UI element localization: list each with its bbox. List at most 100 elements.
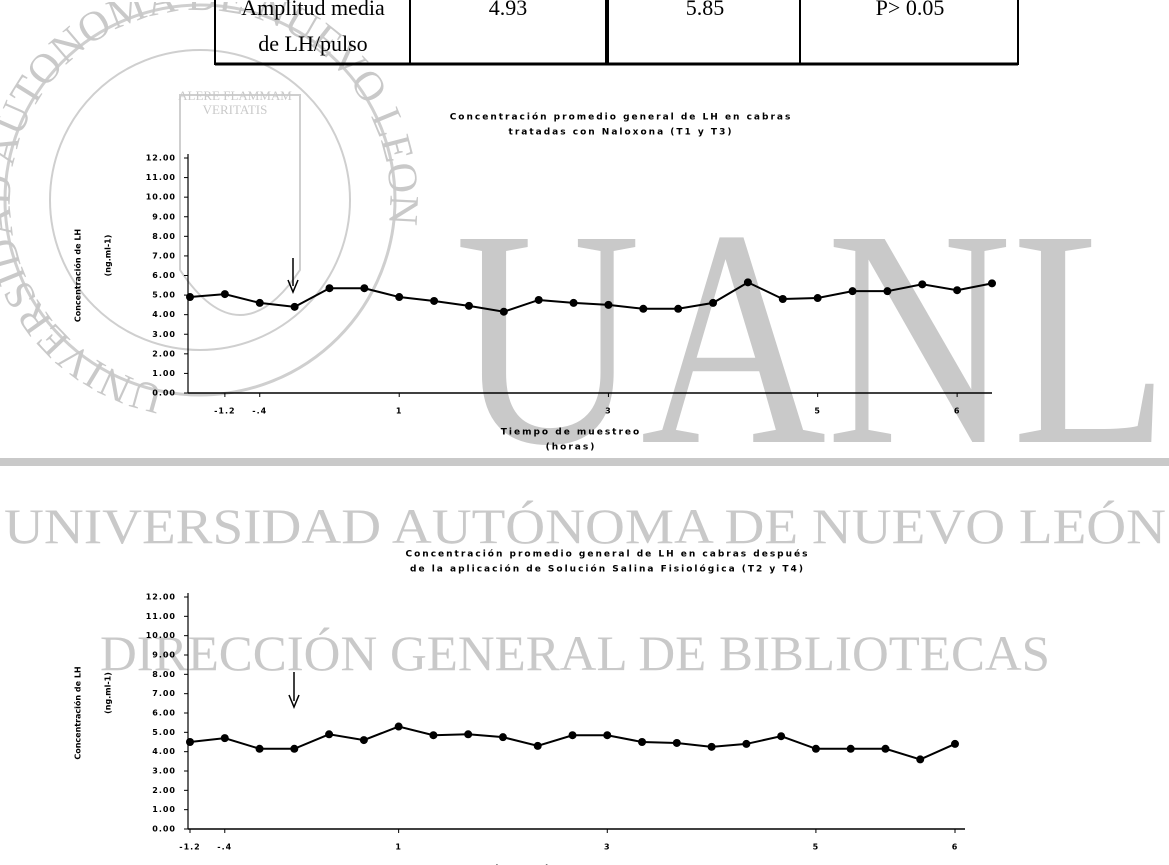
y-tick-label: 3.00 bbox=[152, 330, 176, 339]
y-tick-label: 12.00 bbox=[146, 593, 176, 602]
table-cell: 4.93 bbox=[489, 0, 528, 20]
data-point bbox=[603, 731, 611, 739]
x-tick-label: -.4 bbox=[217, 843, 232, 852]
x-tick-label: 1 bbox=[396, 407, 403, 416]
x-tick-label: -1.2 bbox=[214, 407, 236, 416]
band bbox=[0, 458, 1169, 466]
y-tick-label: 5.00 bbox=[152, 728, 176, 737]
y-tick-label: 4.00 bbox=[152, 747, 176, 756]
data-point bbox=[673, 739, 681, 747]
chart-title: tratadas con Naloxona (T1 y T3) bbox=[509, 128, 734, 138]
data-point bbox=[499, 733, 507, 741]
data-point bbox=[812, 745, 820, 753]
y-tick-label: 1.00 bbox=[152, 369, 176, 378]
data-point bbox=[881, 745, 889, 753]
data-point bbox=[221, 734, 229, 742]
y-axis-label: Concentración de LH bbox=[73, 229, 83, 322]
y-tick-label: 2.00 bbox=[152, 786, 176, 795]
data-point bbox=[256, 299, 264, 307]
data-point bbox=[325, 284, 333, 292]
seal-motto: ALERE FLAMMAM bbox=[178, 88, 292, 103]
x-tick-label: -.4 bbox=[252, 407, 267, 416]
data-point bbox=[604, 301, 612, 309]
x-axis-unit: (horas) bbox=[546, 443, 597, 453]
data-point bbox=[500, 308, 508, 316]
x-tick-label: 5 bbox=[814, 407, 821, 416]
data-point bbox=[290, 745, 298, 753]
data-point bbox=[534, 742, 542, 750]
data-point bbox=[674, 305, 682, 313]
x-tick-label: 3 bbox=[604, 843, 611, 852]
table-top bbox=[0, 0, 1169, 2]
y-tick-label: 1.00 bbox=[152, 805, 176, 814]
y-tick-label: 10.00 bbox=[146, 193, 176, 202]
data-point bbox=[744, 278, 752, 286]
data-point bbox=[709, 299, 717, 307]
department: DIRECCIÓN GENERAL DE BIBLIOTECAS bbox=[100, 625, 1050, 681]
y-tick-label: 6.00 bbox=[152, 709, 176, 718]
y-tick-label: 7.00 bbox=[152, 251, 176, 260]
data-point bbox=[325, 730, 333, 738]
y-tick-label: 5.00 bbox=[152, 291, 176, 300]
y-tick-label: 4.00 bbox=[152, 310, 176, 319]
data-point bbox=[360, 736, 368, 744]
data-point bbox=[638, 738, 646, 746]
data-point bbox=[221, 290, 229, 298]
university-name: UNIVERSIDAD AUTÓNOMA DE NUEVO LEÓN bbox=[4, 498, 1166, 554]
chart-title: de la aplicación de Solución Salina Fisi… bbox=[410, 564, 805, 575]
x-tick-label: 6 bbox=[952, 843, 959, 852]
data-point bbox=[849, 287, 857, 295]
data-point bbox=[951, 740, 959, 748]
y-tick-label: 0.00 bbox=[152, 389, 176, 398]
y-tick-label: 8.00 bbox=[152, 232, 176, 241]
x-tick-label: 5 bbox=[813, 843, 820, 852]
data-point bbox=[256, 745, 264, 753]
seal-motto: VERITATIS bbox=[203, 102, 268, 117]
data-point bbox=[814, 294, 822, 302]
data-point bbox=[779, 295, 787, 303]
data-point bbox=[918, 280, 926, 288]
data-point bbox=[569, 731, 577, 739]
y-tick-label: 11.00 bbox=[146, 173, 176, 182]
table-cell: 5.85 bbox=[686, 0, 725, 20]
page: UNIVERSIDAD AUTONOMA DE NUEVO LEON ALERE… bbox=[0, 0, 1169, 865]
y-tick-label: 0.00 bbox=[152, 825, 176, 834]
y-tick-label: 12.00 bbox=[146, 154, 176, 163]
data-point bbox=[429, 731, 437, 739]
data-point bbox=[708, 743, 716, 751]
data-point bbox=[742, 740, 750, 748]
y-tick-label: 8.00 bbox=[152, 670, 176, 679]
data-point bbox=[464, 730, 472, 738]
data-point bbox=[360, 284, 368, 292]
y-axis-label: Concentración de LH bbox=[73, 666, 83, 759]
y-tick-label: 11.00 bbox=[146, 612, 176, 621]
data-point bbox=[186, 293, 194, 301]
x-tick-label: 6 bbox=[954, 407, 961, 416]
table-cell: P> 0.05 bbox=[876, 0, 945, 20]
data-point bbox=[430, 297, 438, 305]
data-point bbox=[395, 293, 403, 301]
x-axis-label: Tiempo de muestreo bbox=[501, 428, 641, 438]
data-point bbox=[186, 738, 194, 746]
data-point bbox=[465, 302, 473, 310]
data-point bbox=[988, 279, 996, 287]
y-tick-label: 9.00 bbox=[152, 651, 176, 660]
y-axis-unit: (ng.ml-1) bbox=[104, 672, 113, 714]
y-tick-label: 3.00 bbox=[152, 767, 176, 776]
seal-shield bbox=[180, 95, 300, 315]
x-tick-label: -1.2 bbox=[179, 843, 201, 852]
y-tick-label: 6.00 bbox=[152, 271, 176, 280]
chart-title: Concentración promedio general de LH en … bbox=[406, 549, 810, 560]
data-point bbox=[777, 732, 785, 740]
data-point bbox=[639, 305, 647, 313]
data-point bbox=[847, 745, 855, 753]
y-tick-label: 9.00 bbox=[152, 212, 176, 221]
y-tick-label: 2.00 bbox=[152, 349, 176, 358]
x-tick-label: 1 bbox=[395, 843, 402, 852]
x-tick-label: 3 bbox=[605, 407, 612, 416]
data-point bbox=[916, 755, 924, 763]
data-point bbox=[883, 287, 891, 295]
data-point bbox=[291, 303, 299, 311]
data-point bbox=[395, 723, 403, 731]
document: UNIVERSIDAD AUTONOMA DE NUEVO LEON ALERE… bbox=[0, 0, 1169, 865]
